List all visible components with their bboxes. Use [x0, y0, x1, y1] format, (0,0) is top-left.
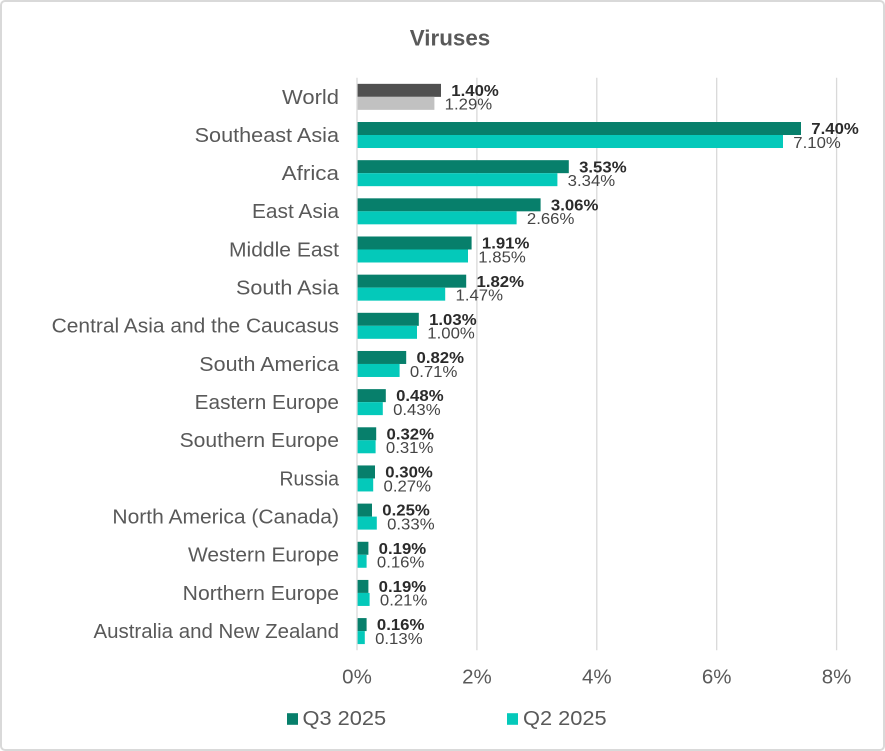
svg-text:0.31%: 0.31% — [386, 440, 434, 457]
svg-text:6%: 6% — [702, 665, 732, 688]
svg-text:North America (Canada): North America (Canada) — [112, 507, 339, 529]
svg-text:3.53%: 3.53% — [579, 159, 627, 176]
svg-text:Q3 2025: Q3 2025 — [303, 708, 387, 730]
svg-text:1.03%: 1.03% — [429, 312, 477, 329]
svg-text:0.13%: 0.13% — [375, 631, 423, 648]
svg-text:1.82%: 1.82% — [477, 274, 525, 291]
svg-text:0.43%: 0.43% — [393, 402, 441, 419]
svg-text:Q2 2025: Q2 2025 — [523, 708, 607, 730]
svg-text:2.66%: 2.66% — [527, 211, 575, 228]
svg-text:3.06%: 3.06% — [551, 197, 599, 214]
svg-text:1.40%: 1.40% — [451, 83, 499, 100]
svg-text:Eastern Europe: Eastern Europe — [195, 392, 339, 414]
svg-text:7.40%: 7.40% — [811, 121, 859, 138]
svg-text:0.32%: 0.32% — [387, 426, 435, 443]
svg-text:0.19%: 0.19% — [379, 541, 427, 558]
svg-text:1.47%: 1.47% — [456, 287, 504, 304]
svg-text:Central Asia and the Caucasus: Central Asia and the Caucasus — [52, 316, 339, 338]
svg-text:Northern Europe: Northern Europe — [183, 583, 339, 605]
svg-text:Russia: Russia — [280, 468, 340, 490]
svg-text:0.33%: 0.33% — [387, 516, 435, 533]
svg-text:3.34%: 3.34% — [568, 173, 616, 190]
svg-text:0.19%: 0.19% — [379, 579, 427, 596]
svg-text:Africa: Africa — [282, 163, 340, 185]
svg-text:0.25%: 0.25% — [382, 503, 430, 520]
svg-text:0.30%: 0.30% — [385, 465, 433, 482]
svg-text:1.00%: 1.00% — [427, 326, 475, 343]
svg-text:0.82%: 0.82% — [417, 350, 465, 367]
svg-text:2%: 2% — [462, 665, 492, 688]
svg-text:0%: 0% — [342, 665, 372, 688]
svg-text:1.85%: 1.85% — [478, 249, 526, 266]
svg-text:World: World — [282, 87, 339, 109]
svg-text:Southeast Asia: Southeast Asia — [195, 125, 340, 147]
svg-text:7.10%: 7.10% — [793, 135, 841, 152]
svg-text:0.16%: 0.16% — [377, 617, 425, 634]
svg-text:0.71%: 0.71% — [410, 364, 458, 381]
svg-text:8%: 8% — [822, 665, 852, 688]
svg-text:Australia and New Zealand: Australia and New Zealand — [94, 621, 340, 643]
svg-text:0.21%: 0.21% — [380, 593, 428, 610]
svg-text:Middle East: Middle East — [229, 239, 339, 261]
svg-text:East Asia: East Asia — [252, 201, 340, 223]
svg-text:0.27%: 0.27% — [384, 478, 432, 495]
svg-text:South America: South America — [199, 354, 340, 376]
svg-text:0.48%: 0.48% — [396, 388, 444, 405]
svg-text:Southern Europe: Southern Europe — [180, 430, 339, 452]
svg-text:Western Europe: Western Europe — [188, 545, 339, 567]
svg-text:1.29%: 1.29% — [445, 97, 493, 114]
svg-text:0.16%: 0.16% — [377, 555, 425, 572]
svg-text:4%: 4% — [582, 665, 612, 688]
svg-text:Viruses: Viruses — [410, 25, 491, 50]
svg-text:1.91%: 1.91% — [482, 236, 530, 253]
svg-text:South Asia: South Asia — [236, 278, 340, 300]
